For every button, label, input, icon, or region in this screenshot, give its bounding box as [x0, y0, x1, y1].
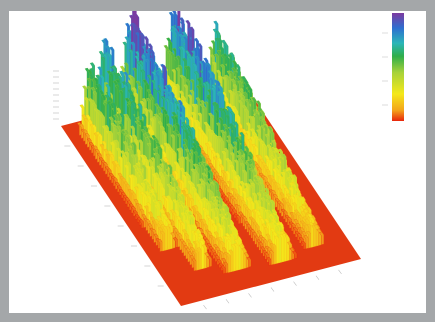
colorbar [392, 13, 404, 121]
x-tick [315, 275, 320, 280]
x-tick [225, 299, 230, 304]
surface-chart [53, 11, 404, 310]
colorbar-scale [392, 13, 404, 121]
x-tick [338, 269, 342, 275]
x-tick [203, 304, 207, 310]
surface-column [318, 231, 325, 245]
surface-column [246, 256, 252, 268]
surface-column [206, 255, 213, 268]
x-tick [293, 281, 297, 286]
surface-column [292, 250, 298, 260]
chart-panel [9, 11, 426, 313]
axes [53, 32, 388, 310]
x-tick [248, 293, 252, 298]
surface-ridges [76, 11, 325, 275]
x-tick [270, 287, 275, 292]
